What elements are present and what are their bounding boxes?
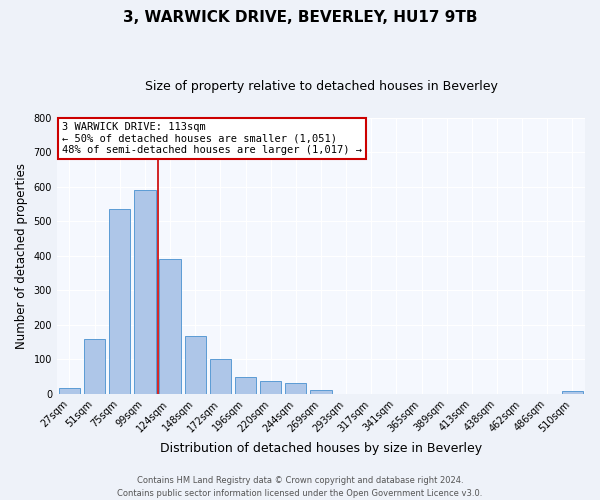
Text: Contains HM Land Registry data © Crown copyright and database right 2024.
Contai: Contains HM Land Registry data © Crown c… bbox=[118, 476, 482, 498]
Bar bbox=[260, 381, 281, 394]
Bar bbox=[134, 190, 155, 394]
Bar bbox=[285, 383, 307, 394]
Bar bbox=[562, 392, 583, 394]
Y-axis label: Number of detached properties: Number of detached properties bbox=[15, 163, 28, 349]
Text: 3 WARWICK DRIVE: 113sqm
← 50% of detached houses are smaller (1,051)
48% of semi: 3 WARWICK DRIVE: 113sqm ← 50% of detache… bbox=[62, 122, 362, 155]
Bar bbox=[185, 336, 206, 394]
Text: 3, WARWICK DRIVE, BEVERLEY, HU17 9TB: 3, WARWICK DRIVE, BEVERLEY, HU17 9TB bbox=[123, 10, 477, 25]
Bar bbox=[59, 388, 80, 394]
Bar bbox=[160, 260, 181, 394]
X-axis label: Distribution of detached houses by size in Beverley: Distribution of detached houses by size … bbox=[160, 442, 482, 455]
Bar bbox=[84, 338, 106, 394]
Bar bbox=[235, 378, 256, 394]
Title: Size of property relative to detached houses in Beverley: Size of property relative to detached ho… bbox=[145, 80, 497, 93]
Bar bbox=[209, 360, 231, 394]
Bar bbox=[109, 209, 130, 394]
Bar bbox=[310, 390, 332, 394]
